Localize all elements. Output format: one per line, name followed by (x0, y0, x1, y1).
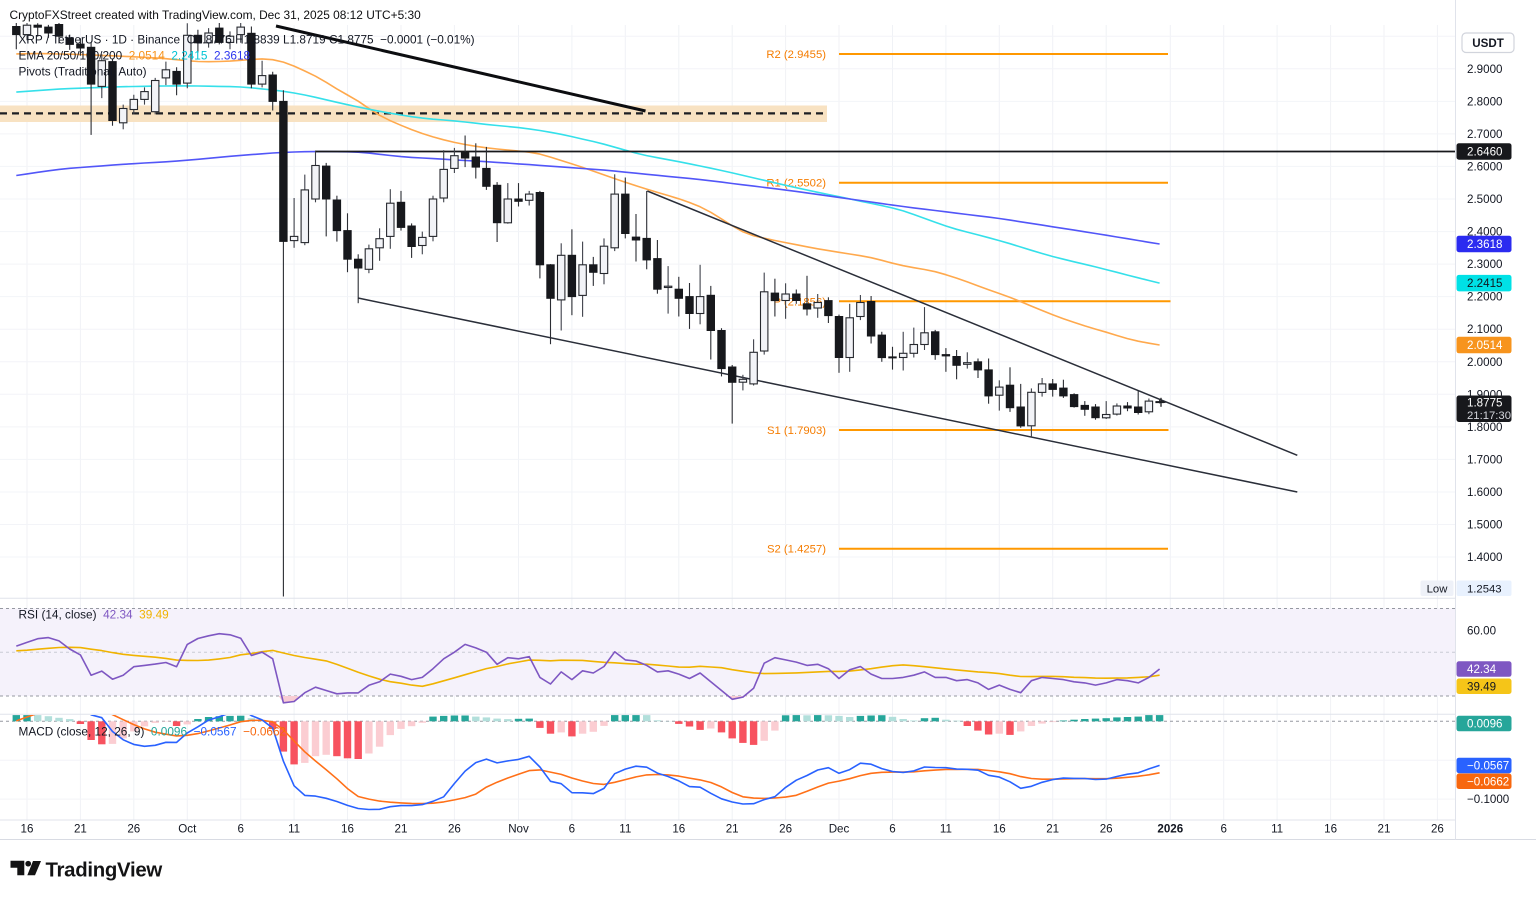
svg-text:6: 6 (237, 823, 243, 836)
svg-text:2.2000: 2.2000 (1467, 291, 1502, 304)
svg-text:1.4000: 1.4000 (1467, 551, 1502, 564)
svg-text:26: 26 (448, 823, 461, 836)
svg-text:Pivots (Traditional, Auto): Pivots (Traditional, Auto) (19, 64, 147, 78)
svg-text:EMA 20/50/100/200 2.0514 2.2: EMA 20/50/100/200 2.0514 2.2415 2.3618 (19, 49, 251, 63)
svg-text:16: 16 (21, 823, 34, 836)
svg-text:26: 26 (779, 823, 792, 836)
svg-text:42.34: 42.34 (1467, 663, 1497, 676)
svg-text:USDT: USDT (1472, 37, 1504, 50)
svg-text:1.2543: 1.2543 (1467, 583, 1502, 595)
svg-text:2.4000: 2.4000 (1467, 226, 1502, 239)
svg-text:60.00: 60.00 (1467, 624, 1496, 637)
svg-text:S2 (1.4257): S2 (1.4257) (767, 544, 826, 556)
svg-text:−0.0567: −0.0567 (1467, 759, 1509, 772)
svg-text:21: 21 (1046, 823, 1059, 836)
svg-text:2.5000: 2.5000 (1467, 193, 1502, 206)
svg-text:2.0514: 2.0514 (1467, 339, 1503, 352)
svg-text:21: 21 (726, 823, 739, 836)
svg-text:TradingView: TradingView (46, 859, 163, 881)
svg-text:11: 11 (1271, 823, 1283, 836)
svg-text:6: 6 (1220, 823, 1226, 836)
svg-text:1.6000: 1.6000 (1467, 486, 1502, 499)
svg-text:6: 6 (569, 823, 575, 836)
svg-text:21:17:30: 21:17:30 (1467, 410, 1511, 422)
svg-text:2.0000: 2.0000 (1467, 356, 1502, 369)
svg-text:11: 11 (940, 823, 952, 836)
svg-text:21: 21 (74, 823, 87, 836)
svg-text:26: 26 (1431, 823, 1444, 836)
svg-text:16: 16 (993, 823, 1006, 836)
svg-text:0.0096: 0.0096 (1467, 718, 1502, 731)
svg-text:26: 26 (127, 823, 140, 836)
svg-text:Dec: Dec (829, 823, 850, 836)
svg-text:R1 (2.5502): R1 (2.5502) (766, 178, 826, 190)
svg-text:16: 16 (672, 823, 685, 836)
svg-text:CryptoFXStreet created with Tr: CryptoFXStreet created with TradingView.… (10, 8, 422, 22)
svg-text:R2 (2.9455): R2 (2.9455) (766, 49, 826, 61)
svg-text:RSI (14, close) 42.34 39.49: RSI (14, close) 42.34 39.49 (19, 607, 169, 621)
svg-text:1.7000: 1.7000 (1467, 453, 1502, 466)
svg-text:Oct: Oct (178, 823, 197, 836)
svg-text:2.6000: 2.6000 (1467, 161, 1502, 174)
svg-text:21: 21 (395, 823, 408, 836)
svg-text:2.6460: 2.6460 (1467, 146, 1502, 159)
svg-text:1.8775: 1.8775 (1467, 397, 1502, 410)
svg-text:2.3000: 2.3000 (1467, 258, 1502, 271)
svg-text:2.3618: 2.3618 (1467, 238, 1502, 251)
svg-text:21: 21 (1378, 823, 1391, 836)
svg-text:Low: Low (1427, 583, 1449, 595)
svg-text:MACD (close, 12, 26, 9) 0.009: MACD (close, 12, 26, 9) 0.0096 −0.0567 −… (19, 724, 287, 738)
svg-text:−0.0662: −0.0662 (1467, 775, 1509, 788)
svg-text:16: 16 (341, 823, 354, 836)
svg-text:1.5000: 1.5000 (1467, 519, 1502, 532)
svg-text:26: 26 (1100, 823, 1113, 836)
svg-text:11: 11 (288, 823, 300, 836)
svg-text:1.8000: 1.8000 (1467, 421, 1502, 434)
svg-text:Nov: Nov (508, 823, 529, 836)
svg-text:2.7000: 2.7000 (1467, 128, 1502, 141)
svg-text:11: 11 (619, 823, 631, 836)
svg-text:S1 (1.7903): S1 (1.7903) (767, 425, 826, 437)
svg-text:2.9000: 2.9000 (1467, 63, 1502, 76)
svg-text:6: 6 (889, 823, 895, 836)
svg-text:16: 16 (1324, 823, 1337, 836)
svg-text:XRP / TetherUS · 1D · Binance: XRP / TetherUS · 1D · Binance O1.8776 H1… (19, 33, 475, 47)
svg-text:−0.1000: −0.1000 (1467, 793, 1509, 806)
svg-text:2.8000: 2.8000 (1467, 95, 1502, 108)
svg-text:39.49: 39.49 (1467, 680, 1496, 693)
svg-text:2.2415: 2.2415 (1467, 277, 1502, 290)
svg-text:2026: 2026 (1157, 823, 1183, 836)
svg-text:2.1000: 2.1000 (1467, 323, 1502, 336)
